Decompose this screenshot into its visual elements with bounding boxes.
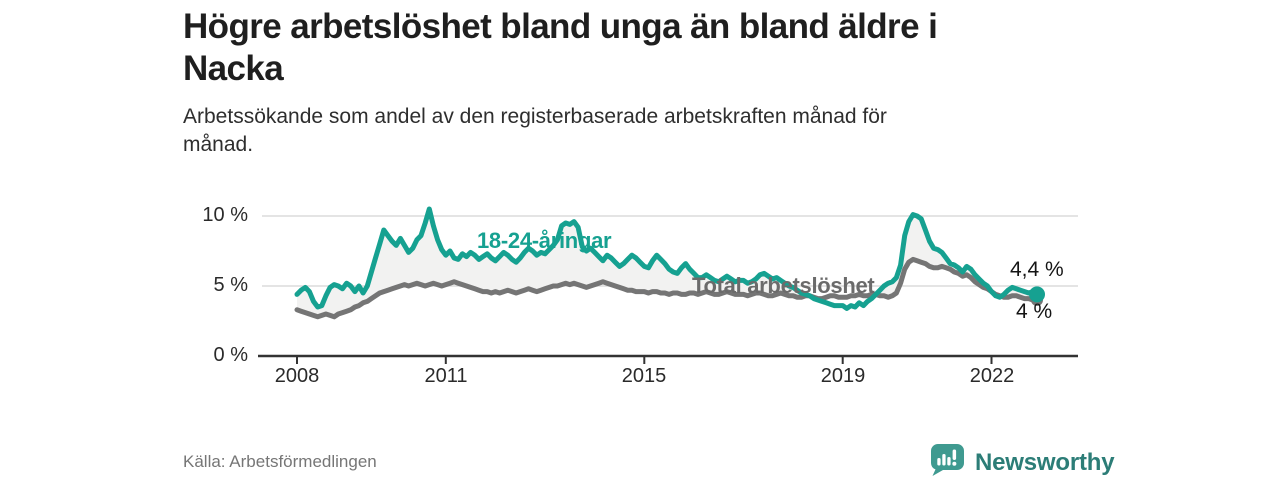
x-axis-tick-2019: 2019 <box>820 365 866 387</box>
source-caption: Källa: Arbetsförmedlingen <box>183 452 377 471</box>
series-line-total <box>294 256 1040 320</box>
subtitle-line-2: månad. <box>183 133 254 156</box>
page-title: Högre arbetslöshet bland unga än bland ä… <box>183 6 1113 90</box>
x-axis-tick-2008: 2008 <box>274 365 320 387</box>
y-axis-tick-10: 10 % <box>202 204 248 226</box>
newsworthy-wordmark: Newsworthy <box>975 448 1115 476</box>
end-value-label-total: 4 % <box>1016 300 1053 323</box>
x-axis-tick-2015: 2015 <box>621 365 667 387</box>
y-axis-tick-5: 5 % <box>213 274 248 296</box>
chart-subtitle: Arbetssökande som andel av den registerb… <box>183 103 887 159</box>
series-line-young <box>294 206 1040 311</box>
series-label-total: Total arbetslöshet <box>692 273 875 298</box>
series-label-young: 18-24-åringar <box>477 228 612 253</box>
title-line-2: Nacka <box>183 49 284 88</box>
title-line-1: Högre arbetslöshet bland unga än bland ä… <box>183 7 938 46</box>
x-axis-tick-2011: 2011 <box>424 365 468 387</box>
newsworthy-branding: Newsworthy <box>929 443 1115 480</box>
subtitle-line-1: Arbetssökande som andel av den registerb… <box>183 105 887 128</box>
end-value-label-young: 4,4 % <box>1010 258 1064 281</box>
newsworthy-logo-icon <box>929 443 965 480</box>
end-dot-young <box>1029 286 1045 303</box>
y-axis-tick-0: 0 % <box>213 344 248 366</box>
x-axis-tick-2022: 2022 <box>969 365 1015 387</box>
